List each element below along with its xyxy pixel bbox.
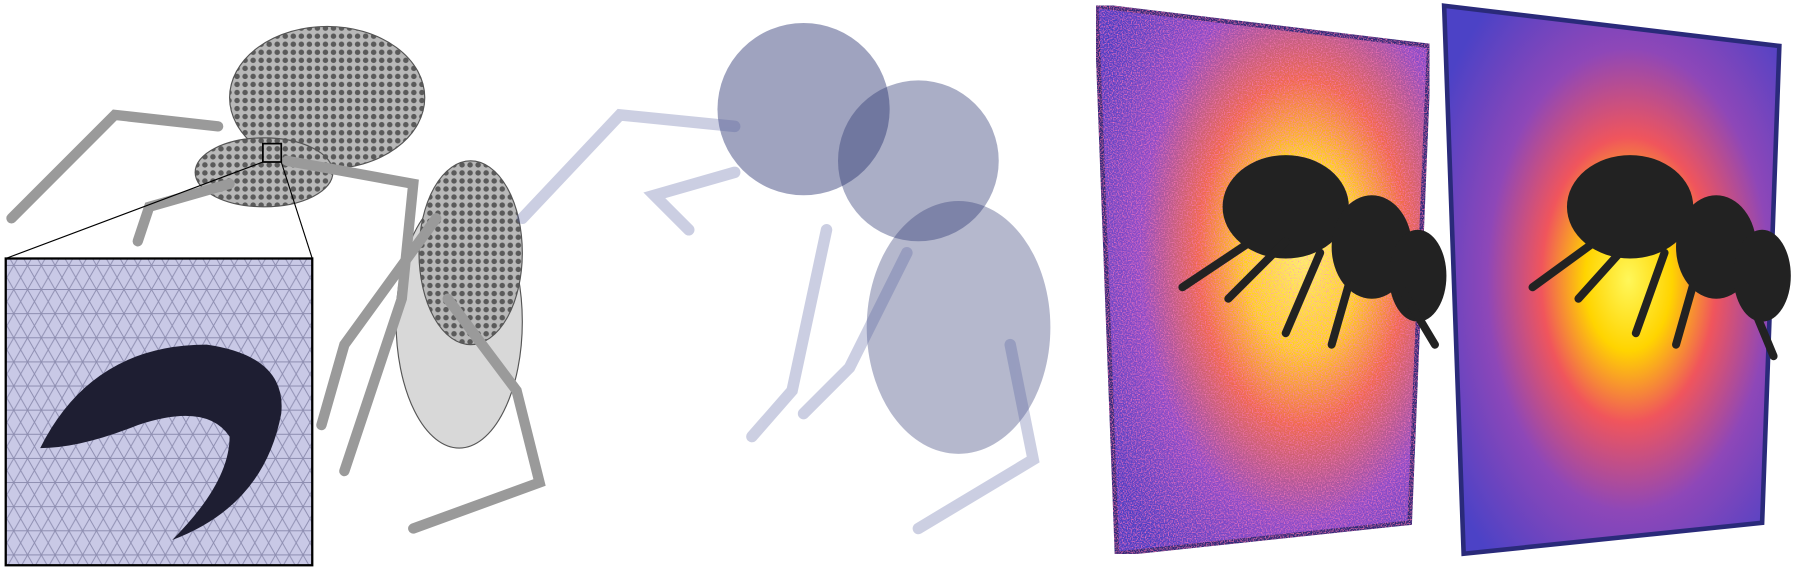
leg (1672, 260, 1703, 349)
leg (1528, 237, 1600, 292)
mesh-inset (4, 257, 314, 567)
leg (1574, 237, 1635, 303)
ant-legs (516, 108, 1040, 535)
leg (1178, 237, 1256, 292)
leg (408, 293, 546, 534)
dark-ant (1178, 155, 1447, 349)
zoom-box (262, 142, 283, 163)
leg (1631, 248, 1669, 338)
ant-head (1222, 155, 1349, 259)
blue-ant (516, 22, 1051, 535)
antenna (6, 109, 224, 224)
ant-gaster (1733, 229, 1791, 322)
ant-legs (1528, 237, 1778, 361)
smooth-panel (1441, 3, 1791, 557)
dark-ant (1528, 155, 1791, 361)
ant-head (717, 22, 890, 196)
leg (797, 247, 913, 420)
ant-mandible (194, 137, 334, 208)
leg (1396, 283, 1439, 349)
ant-head (1566, 155, 1694, 259)
antenna (516, 108, 741, 225)
leg (316, 213, 442, 431)
zoom-line (280, 161, 313, 259)
zoom-line (5, 161, 264, 260)
ant-gaster (866, 201, 1051, 454)
leg (643, 166, 741, 236)
leg (746, 224, 833, 443)
leg (132, 178, 235, 247)
ant-thorax (418, 160, 523, 346)
panel-plane (1093, 3, 1432, 557)
ant-legs (1178, 237, 1439, 349)
leg (1740, 283, 1778, 361)
inset-cavity (40, 344, 282, 540)
ant-gaster (1389, 229, 1447, 322)
leg (1327, 260, 1359, 349)
leg (912, 338, 1040, 535)
ant-legs (6, 109, 546, 534)
noisy-panel (1093, 3, 1447, 557)
leg (1224, 237, 1290, 303)
ant-thorax (838, 80, 999, 242)
leg (1281, 248, 1325, 338)
panel-plane (1441, 3, 1782, 557)
leg (281, 155, 419, 477)
gray-ant (5, 25, 546, 534)
